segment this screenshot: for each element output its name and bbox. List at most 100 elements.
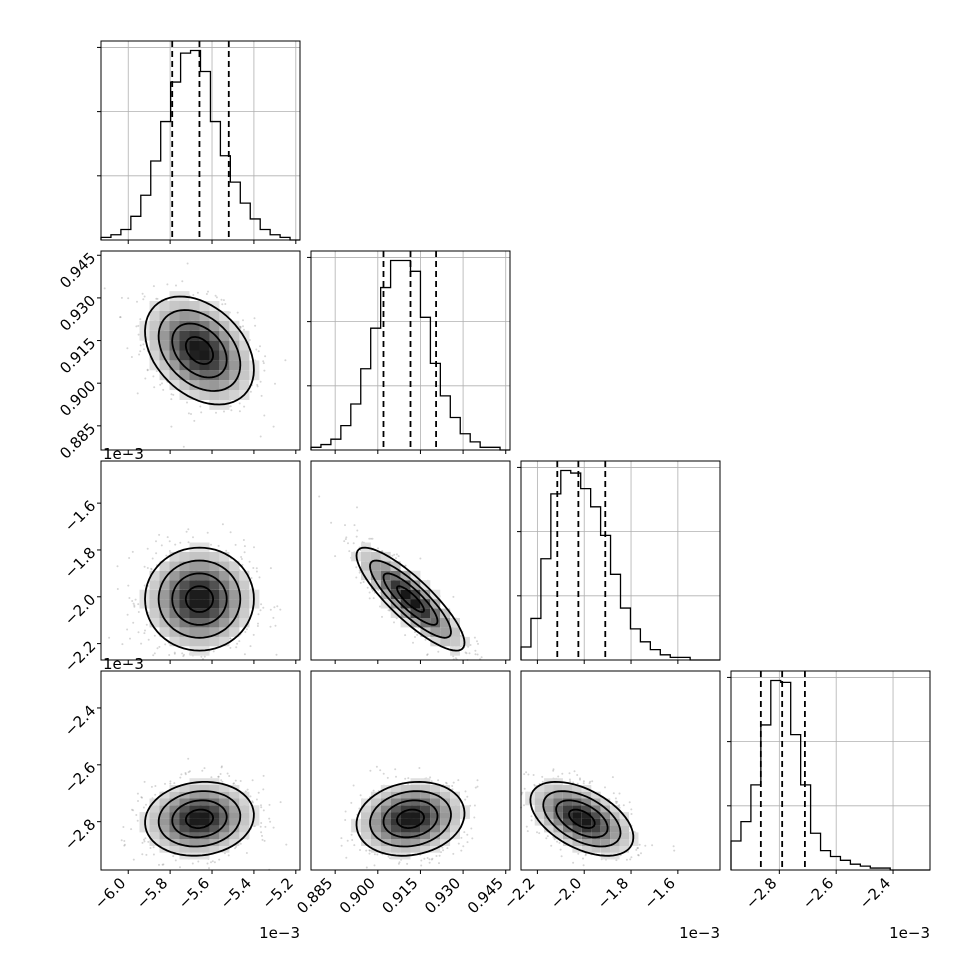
sample-point [253, 546, 255, 549]
contour-level-2 [157, 309, 242, 392]
sample-point [203, 655, 206, 658]
panel-2-2 [517, 460, 721, 664]
sample-point [120, 839, 123, 842]
density-cell [199, 330, 210, 341]
sample-point [192, 536, 194, 539]
sample-point [445, 782, 448, 785]
sample-point [130, 356, 133, 358]
sample-point [269, 608, 272, 611]
sample-point [353, 844, 356, 847]
sample-point [274, 624, 277, 627]
density-cell [159, 839, 170, 846]
density-cell [361, 551, 371, 562]
sample-point [259, 435, 262, 438]
sample-point [243, 545, 246, 548]
density-cell [179, 370, 190, 381]
density-cell [219, 798, 230, 806]
sample-point [393, 553, 396, 556]
sample-point [150, 567, 153, 570]
sample-point [474, 786, 477, 789]
sample-point [437, 779, 440, 782]
density-cell [239, 818, 250, 826]
density-cell [199, 599, 210, 609]
sample-point [395, 557, 397, 560]
density-cell [189, 390, 200, 400]
sample-point [234, 543, 237, 546]
sample-point [147, 638, 150, 641]
sample-point [145, 853, 148, 856]
sample-point [228, 775, 231, 777]
density-cell [169, 832, 180, 840]
sample-point [153, 634, 156, 637]
sample-point [240, 556, 243, 558]
density-cell [179, 320, 190, 331]
sample-point [457, 779, 460, 782]
density-cell [239, 340, 250, 351]
density-cell [410, 812, 421, 819]
sample-point [258, 576, 261, 579]
sample-point [143, 838, 145, 841]
density-cell [450, 636, 460, 647]
sample-point [368, 537, 371, 540]
density-cell [169, 350, 180, 361]
histogram-step-1 [310, 259, 510, 451]
sample-point [153, 652, 156, 655]
sample-point [170, 425, 173, 428]
sample-point [221, 780, 224, 783]
sample-point [276, 605, 279, 608]
sample-point [275, 653, 278, 656]
panel-3-0 [97, 670, 301, 874]
sample-point [116, 588, 119, 590]
sample-point [131, 600, 134, 602]
sample-point [146, 547, 149, 550]
density-cell [229, 380, 240, 391]
sample-point [169, 782, 172, 785]
sample-point [359, 849, 361, 851]
density-cell [149, 360, 160, 371]
sample-point [262, 774, 265, 777]
sample-point [260, 806, 263, 809]
density-cell [149, 812, 160, 819]
sample-point [245, 852, 248, 854]
sample-point [121, 643, 124, 646]
sample-point [138, 353, 141, 356]
sample-point [347, 542, 349, 545]
sample-point [187, 541, 190, 544]
sample-point [398, 861, 401, 864]
sample-point [373, 853, 376, 856]
sample-point [187, 757, 190, 760]
sample-point [140, 642, 143, 645]
sample-point [236, 642, 239, 645]
sample-point [243, 328, 245, 331]
sample-point [452, 781, 455, 784]
sample-point [465, 652, 468, 655]
sample-point [269, 567, 272, 570]
sample-point [381, 615, 383, 618]
sample-point [224, 303, 227, 305]
density-cell [189, 330, 200, 341]
density-cell [400, 839, 411, 846]
sample-point [463, 831, 466, 834]
sample-point [373, 864, 376, 867]
sample-point [404, 634, 407, 637]
density-cell [209, 340, 220, 351]
density-cell [139, 320, 150, 331]
sample-point [196, 291, 199, 294]
sample-point [477, 642, 479, 645]
sample-point [239, 780, 242, 782]
sample-point [220, 298, 223, 301]
sample-point [346, 839, 349, 842]
sample-point [460, 849, 463, 852]
sample-point [141, 853, 144, 856]
sample-point [180, 773, 183, 776]
sample-point [348, 550, 351, 553]
sample-point [145, 803, 147, 806]
sample-point [136, 819, 139, 822]
density-cell [199, 390, 210, 400]
sample-point [368, 597, 371, 600]
sample-point [185, 530, 188, 533]
sample-point [151, 557, 154, 560]
sample-point [132, 602, 135, 605]
sample-point [334, 555, 337, 558]
sample-point [108, 636, 111, 639]
